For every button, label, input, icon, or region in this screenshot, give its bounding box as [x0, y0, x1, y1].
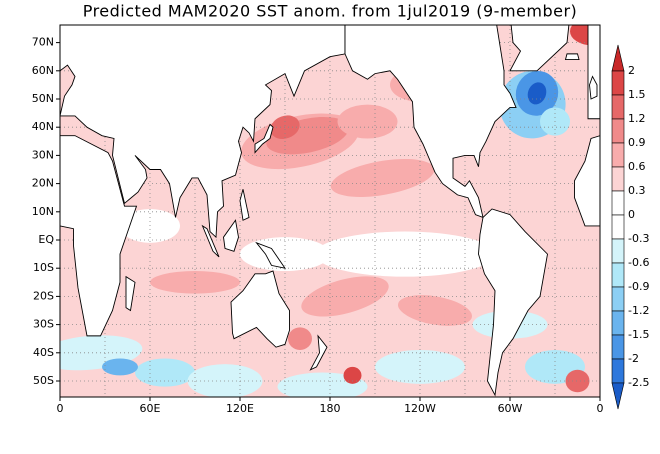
- anomaly-patch: [397, 295, 473, 326]
- land: [239, 189, 250, 221]
- colorbar-label: 0.9: [628, 136, 646, 149]
- lat-label: 40N: [32, 120, 54, 133]
- land: [589, 75, 598, 100]
- anomaly-patch: [565, 369, 590, 393]
- land: [574, 135, 600, 227]
- anomaly-patch: [288, 327, 312, 350]
- lon-label: 120W: [404, 402, 436, 415]
- colorbar-label: -2: [628, 352, 639, 365]
- land: [254, 123, 274, 154]
- lon-label: 180: [320, 402, 341, 415]
- land: [478, 208, 548, 397]
- anomaly-patch: [315, 231, 495, 277]
- colorbar-label: 0: [628, 208, 635, 221]
- lat-label: 50S: [33, 374, 54, 387]
- lat-label: 60N: [32, 64, 54, 77]
- anomaly-patch: [330, 158, 435, 197]
- colorbar-band: [611, 262, 625, 288]
- lon-label: 0: [597, 402, 604, 415]
- land: [564, 53, 580, 60]
- colorbar-label: -2.5: [628, 376, 649, 389]
- lat-label: 20N: [32, 177, 54, 190]
- colorbar-label: 1.5: [628, 88, 646, 101]
- colorbar-band: [611, 70, 625, 96]
- anomaly-patch: [343, 366, 362, 384]
- anomaly-patch: [135, 358, 195, 387]
- colorbar-top: [611, 44, 625, 72]
- anomaly-patch: [337, 104, 398, 139]
- colorbar-band: [611, 190, 625, 216]
- land: [309, 334, 328, 371]
- lat-label: 40S: [33, 346, 54, 359]
- colorbar-band: [611, 286, 625, 312]
- land: [509, 25, 570, 72]
- colorbar-band: [611, 358, 625, 384]
- land: [125, 275, 136, 312]
- colorbar-band: [611, 238, 625, 264]
- land: [201, 224, 220, 258]
- map-title: Predicted MAM2020 SST anom. from 1jul201…: [83, 2, 578, 21]
- lat-label: 20S: [33, 289, 54, 302]
- colorbar-label: -1.2: [628, 304, 649, 317]
- colorbar: 2 1.5 1.2 0.9 0.6 0.3 0 -0.3 -0.6 -0.9 -1.2 -1.5 -2 -…: [611, 44, 649, 410]
- colorbar-label: 0.3: [628, 184, 646, 197]
- lat-label: 50N: [32, 92, 54, 105]
- colorbar-label: -0.9: [628, 280, 649, 293]
- colorbar-label: 0.6: [628, 160, 646, 173]
- colorbar-label: -0.3: [628, 232, 649, 245]
- lon-label: 60E: [140, 402, 161, 415]
- lat-label: 30N: [32, 148, 54, 161]
- colorbar-band: [611, 142, 625, 168]
- colorbar-band: [611, 214, 625, 240]
- lon-label: 0: [57, 402, 64, 415]
- anomaly-patch: [187, 364, 263, 397]
- colorbar-band: [611, 118, 625, 144]
- colorbar-band: [611, 94, 625, 120]
- land: [587, 25, 600, 120]
- land: [230, 270, 290, 348]
- colorbar-label: 2: [628, 64, 635, 77]
- lon-label: 60W: [498, 402, 523, 415]
- land: [255, 241, 287, 269]
- axis-labels: 70N 60N 50N 40N 30N 20N 10N EQ 10S 20S 30S 40S 50S 0 6…: [32, 36, 604, 415]
- land: [60, 135, 138, 337]
- colorbar-band: [611, 334, 625, 360]
- colorbar-label: 1.2: [628, 112, 646, 125]
- lat-label: 10S: [33, 261, 54, 274]
- colorbar-label: -0.6: [628, 256, 649, 269]
- anomaly-patch: [102, 358, 138, 376]
- lat-label: 10N: [32, 205, 54, 218]
- colorbar-bottom: [611, 382, 625, 410]
- lat-label: 70N: [32, 36, 54, 49]
- map-area: [60, 25, 600, 397]
- land: [223, 219, 239, 252]
- colorbar-label: -1.5: [628, 328, 649, 341]
- colorbar-band: [611, 310, 625, 336]
- lat-label: 30S: [33, 318, 54, 331]
- land: [344, 25, 517, 219]
- colorbar-band: [611, 166, 625, 192]
- anomaly-patch: [150, 271, 240, 294]
- lat-label: EQ: [38, 233, 54, 246]
- anomaly-patch: [375, 349, 465, 384]
- lon-label: 120E: [226, 402, 254, 415]
